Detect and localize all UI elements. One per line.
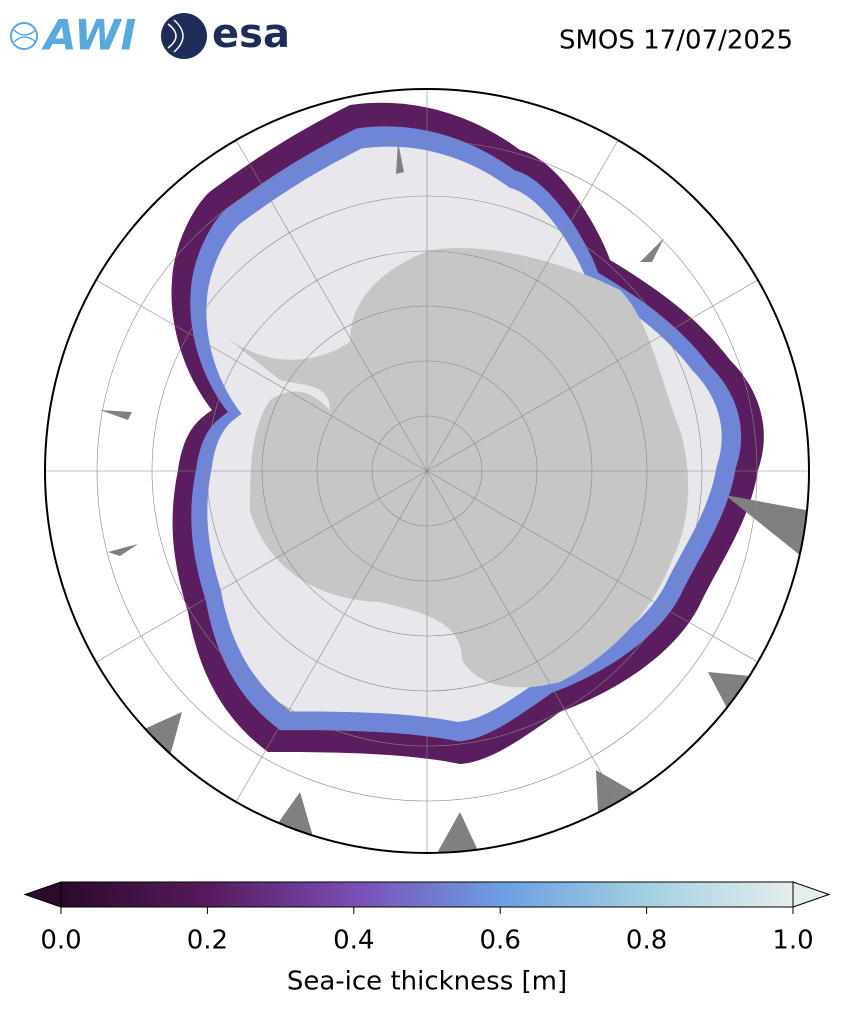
longitude-line (426, 470, 774, 672)
title: SMOS 17/07/2025 (559, 26, 793, 56)
longitude-line (226, 470, 428, 818)
longitude-line (80, 270, 428, 472)
awi-logo-text: AWI (41, 11, 136, 60)
longitude-line (226, 124, 428, 472)
longitude-line (426, 470, 628, 818)
colorbar-tick-label: 0.0 (40, 926, 81, 956)
longitude-line (80, 470, 428, 672)
esa-logo: esa (161, 11, 290, 59)
graticule (45, 89, 809, 853)
colorbar-tick-label: 0.4 (333, 926, 374, 956)
colorbar-tick-label: 0.6 (480, 926, 521, 956)
colorbar-tick-label: 1.0 (772, 926, 813, 956)
awi-logo: AWI (10, 11, 136, 60)
map (45, 89, 809, 853)
esa-logo-text: esa (212, 11, 290, 57)
colorbar-label: Sea-ice thickness [m] (287, 967, 567, 997)
longitude-line (426, 124, 628, 472)
colorbar: Sea-ice thickness [m] 0.0 0.2 0.4 0.6 0.8 1.0 (23, 881, 831, 997)
colorbar-tick-label: 0.8 (626, 926, 667, 956)
colorbar-bar (60, 881, 794, 908)
longitude-line (426, 270, 774, 472)
antarctica (222, 248, 689, 688)
map-border (44, 88, 810, 854)
colorbar-extend-min (23, 881, 62, 908)
colorbar-extend-max (792, 881, 831, 908)
colorbar-tick-label: 0.2 (187, 926, 228, 956)
